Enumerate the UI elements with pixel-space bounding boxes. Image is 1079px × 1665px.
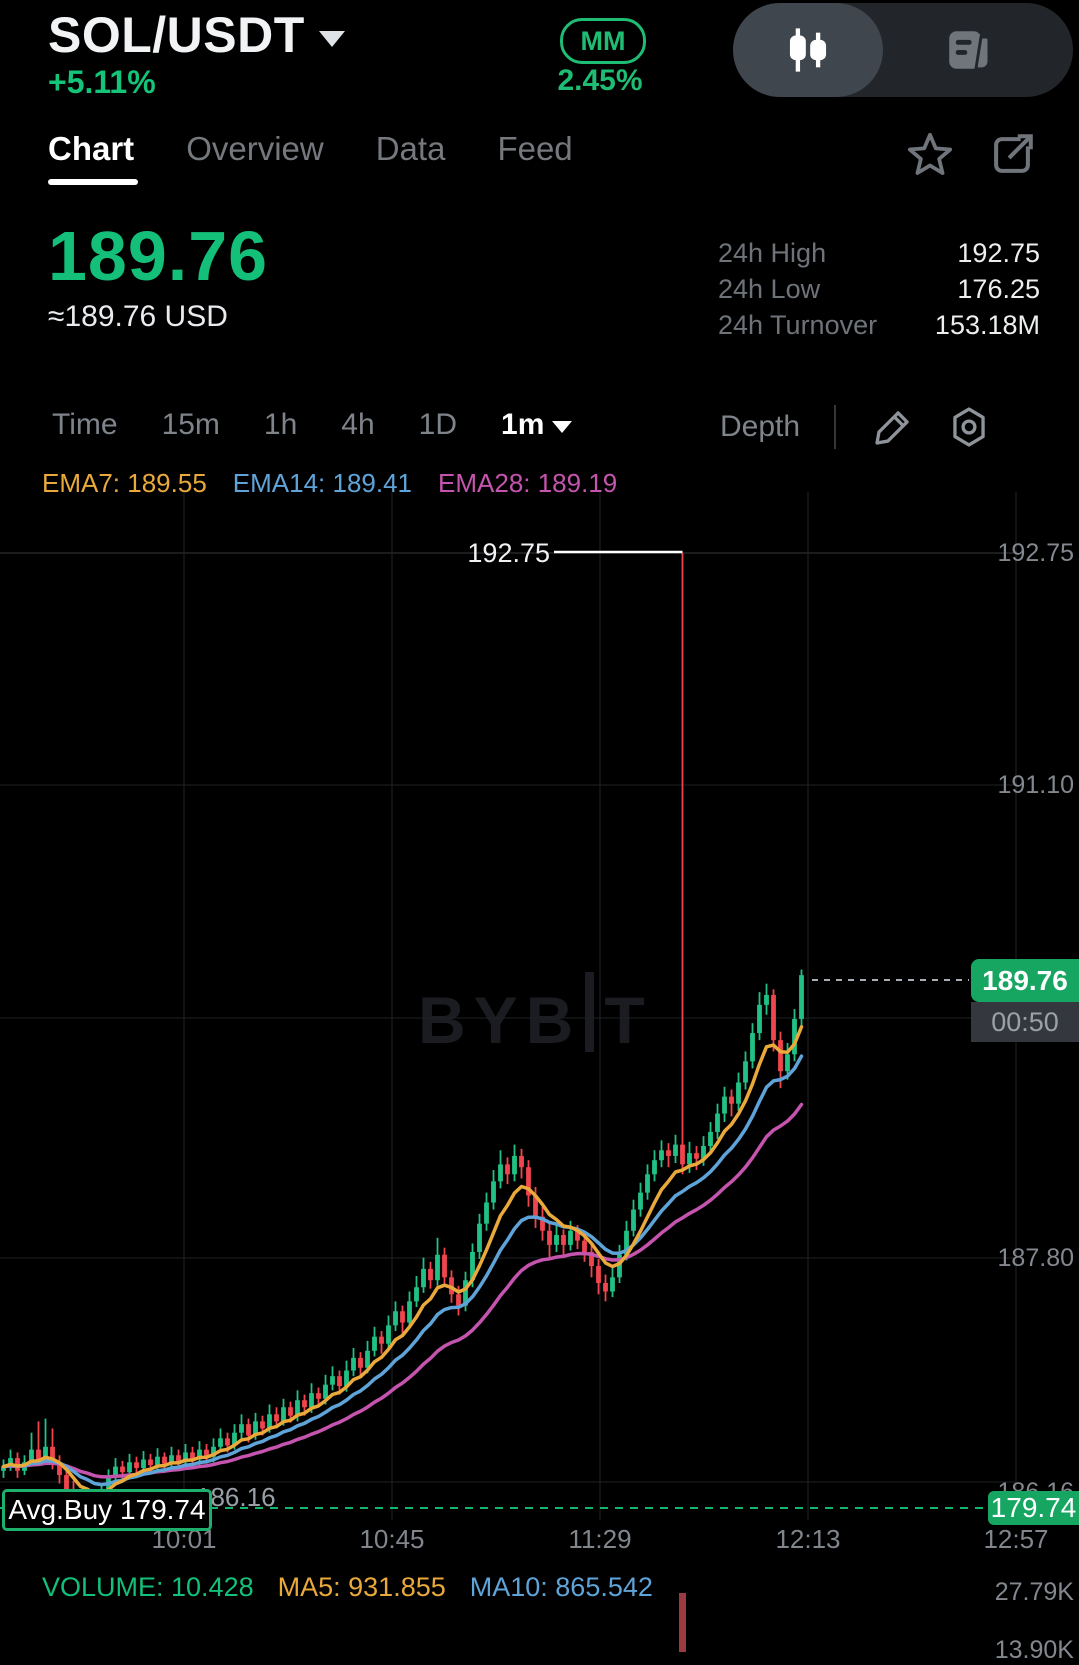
price-change-percent: +5.11% [48, 64, 156, 100]
volume-axis-top: 27.79K [994, 1578, 1074, 1606]
symbol-title: SOL/USDT [48, 7, 305, 63]
timeframe-1h[interactable]: 1h [263, 408, 298, 441]
stat-label: 24h Low [718, 274, 821, 304]
stat-value: 153.18M [934, 310, 1040, 340]
volume-label: VOLUME: 10.428 [42, 1572, 254, 1602]
timeframe-toolbar: Time 15m 1h 4h 1D 1m [52, 408, 573, 442]
favorite-star-icon[interactable] [904, 129, 956, 181]
volume-ma5-label: MA5: 931.855 [277, 1572, 446, 1602]
stat-24h-low: 24h Low 176.25 [718, 274, 1040, 305]
avg-buy-price-badge: 179.74 [988, 1491, 1079, 1525]
y-axis-label: 187.80 [997, 1244, 1074, 1272]
stat-value: 192.75 [957, 238, 1040, 268]
y-axis-label: 192.75 [997, 539, 1074, 567]
ema28-label: EMA28: 189.19 [438, 468, 618, 498]
volume-indicator-row: VOLUME: 10.428 MA5: 931.855 MA10: 865.54… [42, 1572, 653, 1603]
x-axis-label: 10:45 [359, 1524, 425, 1554]
timeframe-1d[interactable]: 1D [418, 408, 458, 441]
orderbook-icon [949, 31, 991, 71]
chart-settings-icon[interactable] [946, 404, 992, 450]
depth-button[interactable]: Depth [720, 410, 801, 443]
avg-buy-price-box: Avg.Buy 179.74 [2, 1489, 212, 1531]
bybit-watermark: BYB T [418, 972, 653, 1060]
candle-countdown: 00:50 [971, 1002, 1079, 1042]
x-axis-label: 11:29 [568, 1524, 632, 1554]
page-tabs: Chart Overview Data Feed [48, 130, 573, 168]
stat-value: 176.25 [957, 274, 1040, 304]
ema-indicator-row: EMA7: 189.55 EMA14: 189.41 EMA28: 189.19 [42, 468, 617, 499]
tab-chart[interactable]: Chart [48, 130, 135, 167]
chevron-down-icon [552, 421, 573, 433]
y-axis-label: 191.10 [997, 771, 1074, 799]
view-toggle [733, 3, 1073, 97]
x-axis-label: 12:57 [983, 1524, 1049, 1554]
stat-24h-turnover: 24h Turnover 153.18M [718, 310, 1040, 341]
timeframe-active-label: 1m [501, 408, 545, 441]
mm-badge-label: MM [580, 25, 626, 56]
tab-overview[interactable]: Overview [186, 130, 324, 167]
candlestick-icon [789, 28, 827, 72]
x-axis-label: 12:13 [775, 1524, 841, 1554]
timeframe-active-1m[interactable]: 1m [501, 408, 573, 442]
symbol-selector[interactable]: SOL/USDT [48, 6, 345, 64]
timeframe-15m[interactable]: 15m [161, 408, 220, 441]
volume-ma10-label: MA10: 865.542 [469, 1572, 653, 1602]
fiat-equivalent: ≈189.76 USD [48, 300, 228, 333]
session-high-marker: 192.75 [467, 538, 550, 568]
orderbook-view-button[interactable] [883, 3, 1053, 97]
volume-axis-mid: 13.90K [994, 1636, 1074, 1664]
share-icon[interactable] [986, 129, 1038, 181]
candlestick-view-button[interactable] [733, 3, 883, 97]
draw-pencil-icon[interactable] [870, 404, 916, 450]
mm-percent: 2.45% [557, 64, 643, 97]
last-price-badge: 189.76 [971, 959, 1079, 1002]
tab-data[interactable]: Data [375, 130, 446, 167]
timeframe-time[interactable]: Time [52, 408, 118, 441]
stat-label: 24h Turnover [718, 310, 878, 340]
stat-24h-high: 24h High 192.75 [718, 238, 1040, 269]
tab-feed[interactable]: Feed [497, 130, 573, 167]
ema7-label: EMA7: 189.55 [42, 468, 207, 498]
timeframe-4h[interactable]: 4h [341, 408, 375, 441]
ema14-label: EMA14: 189.41 [232, 468, 413, 498]
active-tab-underline [48, 179, 138, 185]
stat-label: 24h High [718, 238, 827, 268]
chevron-down-icon [318, 31, 345, 47]
mm-badge[interactable]: MM [560, 18, 646, 64]
chart-tools: Depth [720, 404, 992, 450]
divider [834, 405, 837, 449]
last-price: 189.76 [48, 217, 269, 295]
